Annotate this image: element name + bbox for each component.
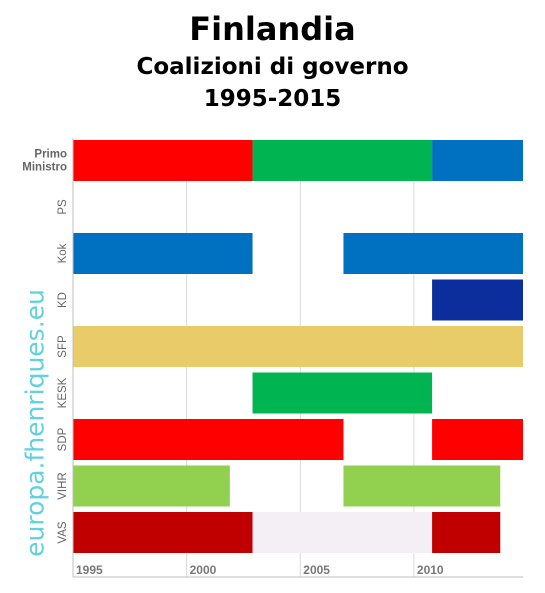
row-label-kd: KD [57,292,69,308]
bar-primo-ministro-2 [432,140,523,181]
bar-primo-ministro-1 [252,140,433,181]
x-tick-label-2010: 2010 [417,563,444,577]
row-label-sdp: SDP [57,427,69,451]
bar-primo-ministro-0 [73,140,253,181]
x-tick-label-2000: 2000 [190,563,217,577]
bar-vas-1 [252,512,433,553]
bar-vihr-1 [343,465,501,507]
row-label-sfp: SFP [57,335,69,358]
row-label-vihr: VIHR [57,472,69,499]
bar-kok-0 [73,233,253,274]
row-label-kesk: KESK [57,377,69,408]
bar-kesk-0 [252,372,433,414]
bar-vas-0 [73,512,253,553]
chart-subtitle: Coalizioni di governo [136,54,409,80]
chart-period: 1995-2015 [203,86,342,112]
bar-sdp-1 [432,419,523,460]
x-tick-label-2005: 2005 [303,563,330,577]
bar-sdp-0 [73,419,344,460]
row-label-vas: VAS [57,521,69,543]
bar-kd-0 [432,279,523,321]
bar-vihr-0 [73,465,230,507]
x-tick-label-1995: 1995 [76,563,103,577]
row-label-kok: Kok [57,243,69,263]
bar-vas-2 [432,512,501,553]
row-label-primo-ministro: Primo Ministro [22,149,67,174]
bar-kok-1 [343,233,523,274]
row-label-ps: PS [57,199,69,215]
bar-sfp-0 [73,326,523,367]
chart-title: Finlandia [189,10,356,48]
